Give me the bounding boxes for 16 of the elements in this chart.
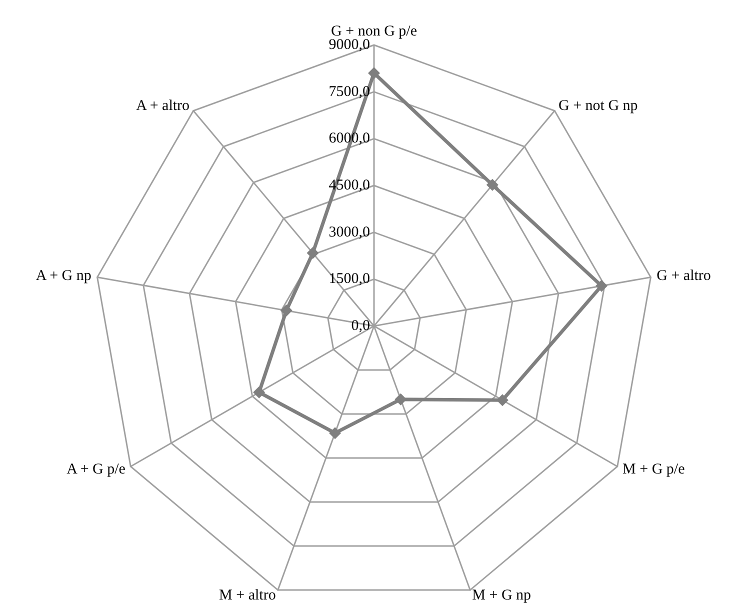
y-tick-label: 1500,0 xyxy=(328,271,370,288)
spoke-label: M + G np xyxy=(472,588,532,604)
y-tick-label: 9000,0 xyxy=(328,37,370,53)
y-tick-label: 6000,0 xyxy=(328,130,370,147)
spoke-label: G + altro xyxy=(656,268,711,284)
spoke-label: A + G np xyxy=(36,268,92,284)
y-tick-label: 7500,0 xyxy=(328,84,370,100)
spoke-label: G + non G p/e xyxy=(331,24,418,40)
spoke-label: M + G p/e xyxy=(622,462,686,478)
spoke-label: M + altro xyxy=(219,588,276,604)
spoke-label: G + not G np xyxy=(558,98,638,114)
y-tick-label: 0,0 xyxy=(351,318,370,334)
y-tick-label: 3000,0 xyxy=(328,224,370,240)
y-tick-label: 4500,0 xyxy=(328,178,370,194)
spoke-label: A + altro xyxy=(136,98,190,114)
spoke-label: A + G p/e xyxy=(66,462,126,478)
